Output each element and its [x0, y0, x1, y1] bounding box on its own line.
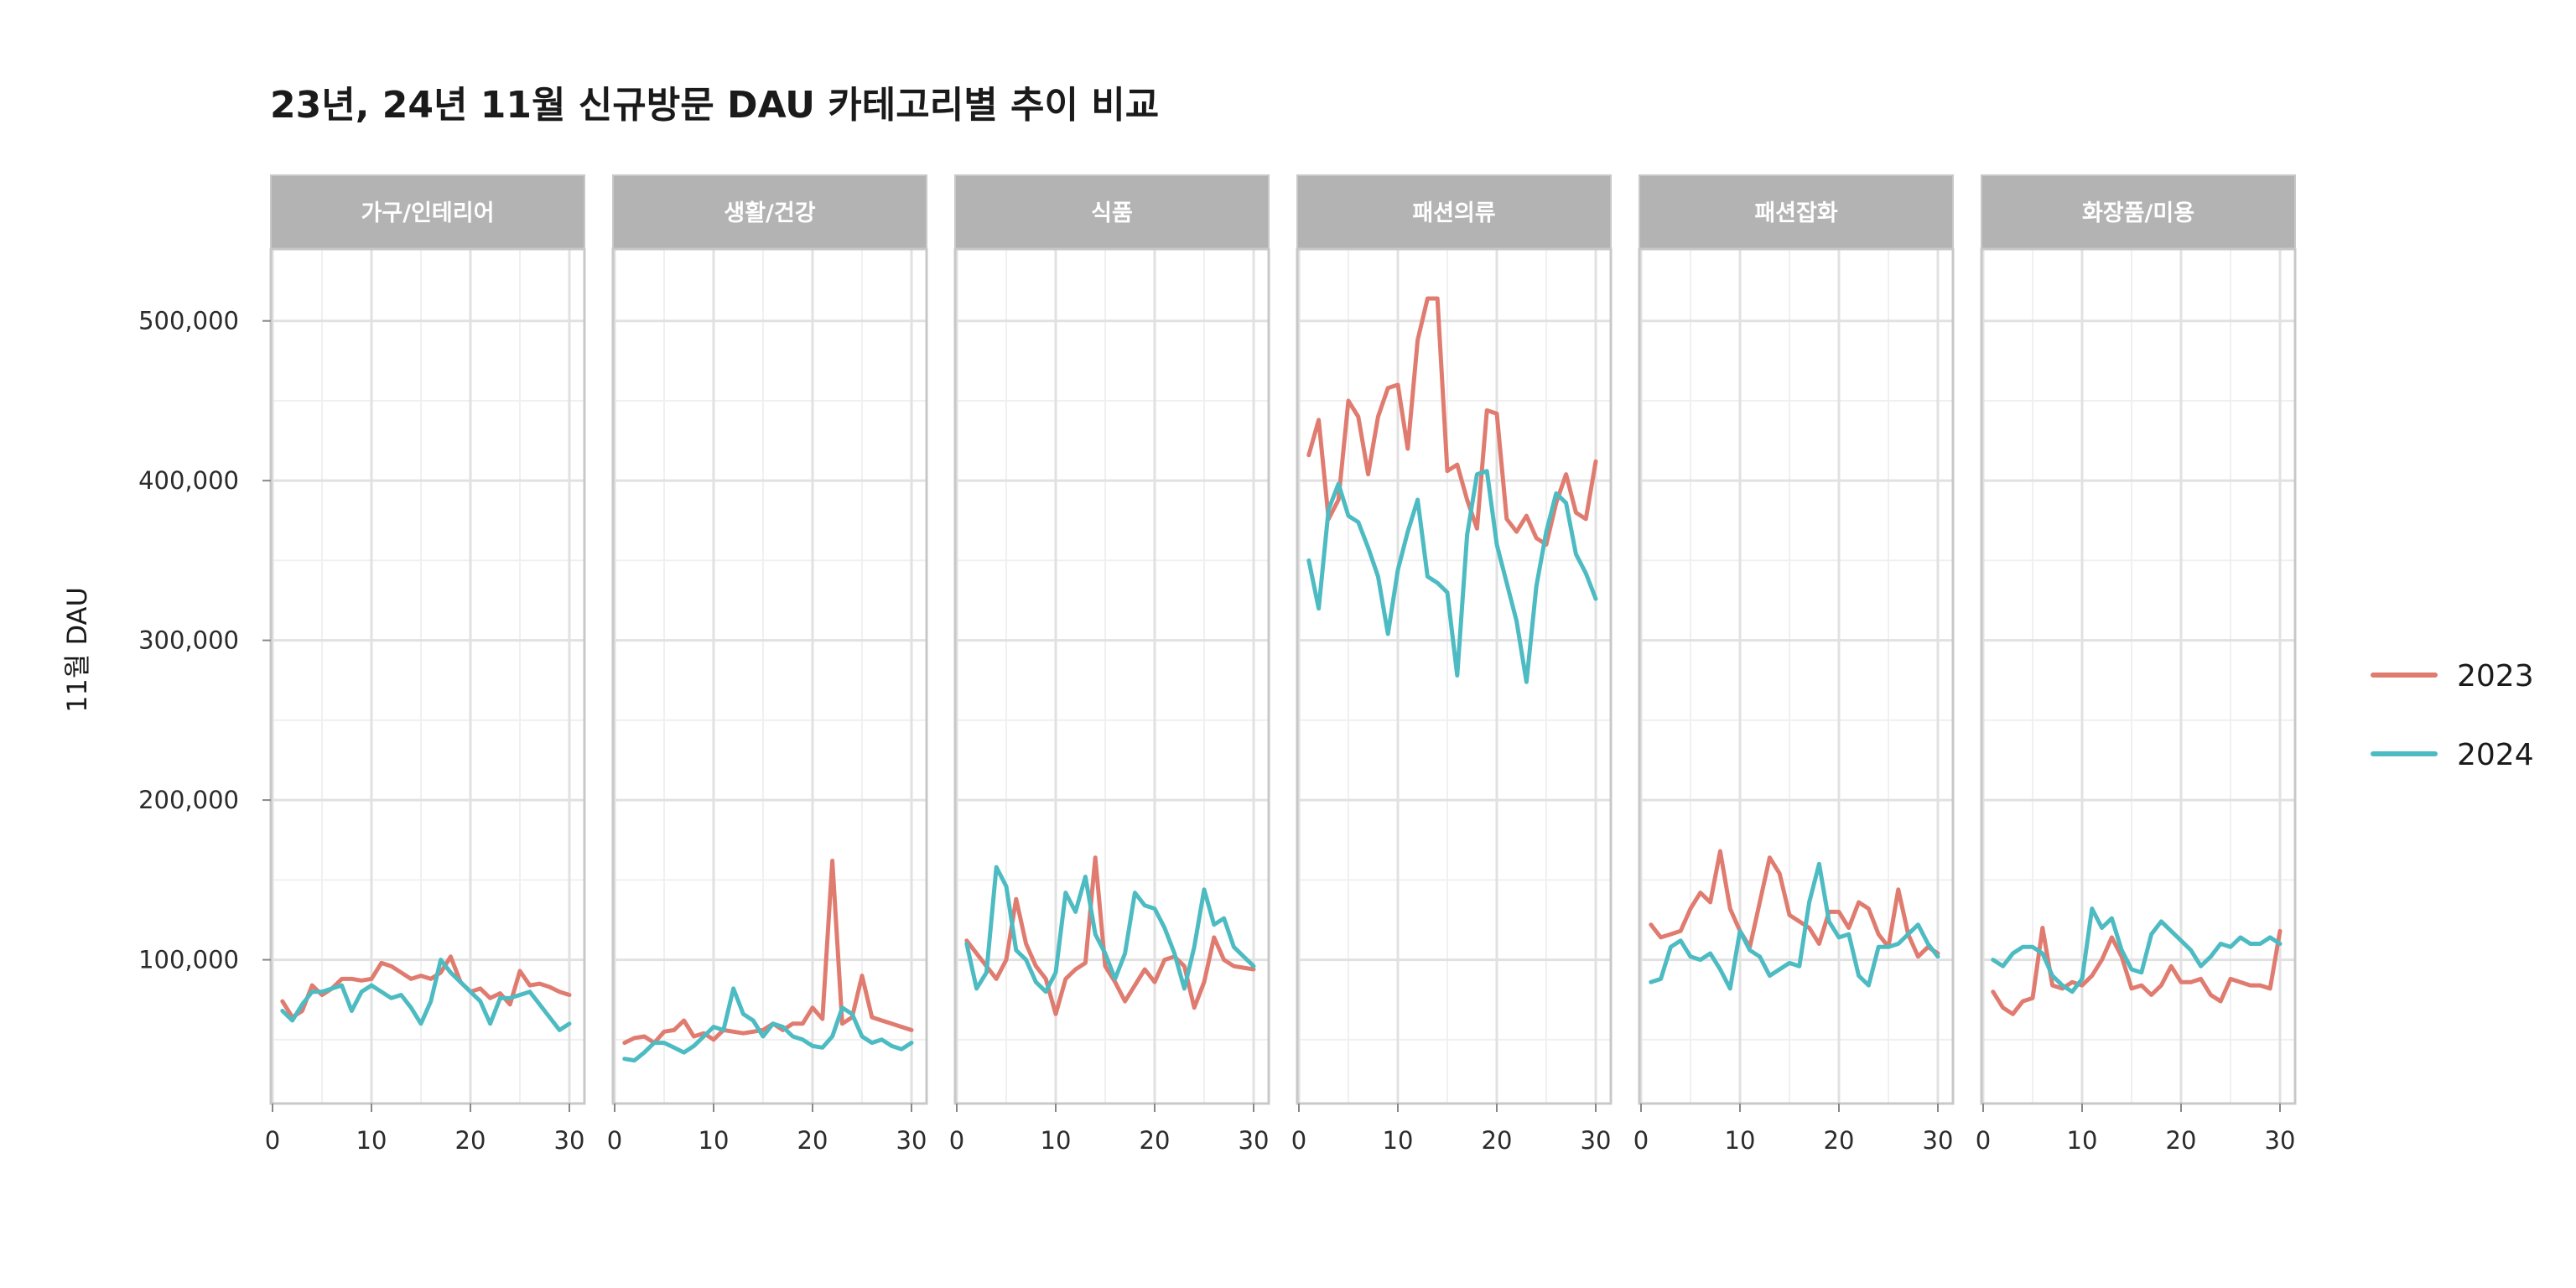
facet-strip — [1639, 175, 1953, 249]
chart-title: 23년, 24년 11월 신규방문 DAU 카테고리별 추이 비교 — [270, 84, 1159, 127]
x-tick-label: 0 — [1633, 1126, 1649, 1155]
x-tick-label: 20 — [1824, 1126, 1855, 1155]
facet-panel: 식품 0 10 20 30 — [949, 174, 1270, 1155]
x-tick-label: 0 — [1291, 1126, 1306, 1155]
x-tick-label: 10 — [356, 1126, 387, 1155]
series-line-2024 — [280, 958, 572, 1032]
x-tick-label: 10 — [1383, 1126, 1414, 1155]
facet-strip — [271, 175, 584, 249]
x-tick-label: 0 — [1976, 1126, 1991, 1155]
y-tick-label: 200,000 — [138, 786, 239, 814]
series-line-2023 — [1649, 849, 1940, 959]
panel-frame — [1981, 174, 2296, 1104]
series-line-2023 — [964, 855, 1256, 1016]
x-tick-label: 0 — [265, 1126, 280, 1155]
x-tick-label: 0 — [949, 1126, 964, 1155]
x-tick-label: 20 — [1140, 1126, 1171, 1155]
series-line-2024 — [1649, 861, 1940, 991]
panel-frame — [954, 174, 1270, 1104]
panel-border — [269, 247, 586, 1105]
x-tick-label: 10 — [1725, 1126, 1756, 1155]
facet-panel: 화장품/미용 0 10 20 30 — [1976, 174, 2297, 1155]
facet-strip — [955, 175, 1269, 249]
x-tick-label: 30 — [2265, 1126, 2296, 1155]
facet-strip — [1981, 175, 2295, 249]
y-tick-label: 400,000 — [138, 466, 239, 495]
x-tick-label: 20 — [797, 1126, 828, 1155]
facet-strip-label: 화장품/미용 — [2082, 200, 2194, 226]
x-tick-label: 30 — [1239, 1126, 1270, 1155]
facet-panel: 패션잡화 0 10 20 30 — [1633, 174, 1955, 1155]
x-tick-label: 30 — [554, 1126, 585, 1155]
series-line-2023 — [1306, 296, 1598, 547]
panel-border — [1980, 247, 2297, 1105]
x-tick-label: 0 — [607, 1126, 622, 1155]
panel-border — [611, 247, 928, 1105]
series-line-2024 — [964, 865, 1256, 995]
x-tick-label: 30 — [896, 1126, 927, 1155]
panel-border — [1638, 247, 1955, 1105]
x-tick-label: 30 — [1581, 1126, 1612, 1155]
facet-strip — [613, 175, 927, 249]
legend-label-2023: 2023 — [2457, 659, 2534, 693]
series-line-2023 — [1991, 926, 2283, 1016]
y-tick-label: 500,000 — [138, 307, 239, 335]
series-line-2024 — [622, 986, 914, 1063]
legend-label-2024: 2024 — [2457, 738, 2534, 772]
facet-strip — [1297, 175, 1611, 249]
facet-panel: 패션의류 0 10 20 30 — [1291, 174, 1613, 1155]
x-tick-label: 20 — [455, 1126, 486, 1155]
facet-strip-label: 생활/건강 — [724, 200, 815, 226]
y-tick-label: 100,000 — [138, 946, 239, 974]
facet-strip-label: 패션잡화 — [1754, 200, 1838, 226]
y-axis-label: 11월 DAU — [61, 587, 93, 713]
series-line-2024 — [1306, 469, 1598, 684]
facet-strip-label: 가구/인테리어 — [361, 200, 495, 226]
facet-panel: 생활/건강 0 10 20 30 — [607, 174, 928, 1155]
panel-border — [1296, 247, 1613, 1105]
panel-frame — [612, 174, 927, 1104]
panel-frame — [1639, 174, 1954, 1104]
x-tick-label: 20 — [2166, 1126, 2197, 1155]
panel-frame — [270, 174, 585, 1104]
facet-panel: 가구/인테리어 0 10 20 30 — [265, 174, 586, 1155]
x-tick-label: 20 — [1482, 1126, 1513, 1155]
facet-strip-label: 식품 — [1091, 200, 1133, 226]
legend: 2023 2024 — [2371, 659, 2534, 772]
series-line-2023 — [622, 859, 914, 1046]
y-tick-label: 300,000 — [138, 626, 239, 655]
x-tick-label: 10 — [2067, 1126, 2098, 1155]
x-tick-label: 10 — [699, 1126, 730, 1155]
panel-frame — [1296, 174, 1612, 1104]
facet-strip-label: 패션의류 — [1412, 200, 1495, 226]
x-tick-label: 10 — [1041, 1126, 1072, 1155]
series-line-2024 — [1991, 906, 2283, 995]
x-tick-label: 30 — [1923, 1126, 1954, 1155]
